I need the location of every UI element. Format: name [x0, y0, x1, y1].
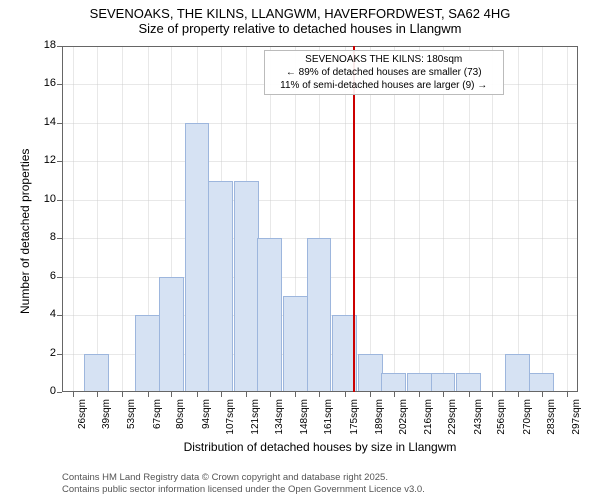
y-axis-label: Number of detached properties	[18, 149, 32, 314]
x-tick-mark	[221, 392, 222, 397]
y-tick-label: 4	[32, 308, 56, 320]
y-tick-label: 6	[32, 270, 56, 282]
chart-container: SEVENOAKS, THE KILNS, LLANGWM, HAVERFORD…	[0, 0, 600, 500]
footer-attribution: Contains HM Land Registry data © Crown c…	[62, 472, 425, 496]
y-tick-label: 16	[32, 77, 56, 89]
x-tick-mark	[345, 392, 346, 397]
y-tick-label: 2	[32, 347, 56, 359]
x-axis-label: Distribution of detached houses by size …	[62, 440, 578, 454]
title-block: SEVENOAKS, THE KILNS, LLANGWM, HAVERFORD…	[0, 0, 600, 36]
x-tick-mark	[469, 392, 470, 397]
info-box: SEVENOAKS THE KILNS: 180sqm← 89% of deta…	[264, 50, 504, 95]
footer-line2: Contains public sector information licen…	[62, 484, 425, 496]
info-box-line2: ← 89% of detached houses are smaller (73…	[269, 66, 499, 79]
reference-line	[353, 46, 355, 392]
info-box-line3: 11% of semi-detached houses are larger (…	[269, 79, 499, 92]
plot-frame	[62, 46, 578, 392]
y-tick-label: 0	[32, 385, 56, 397]
x-tick-mark	[270, 392, 271, 397]
x-tick-mark	[518, 392, 519, 397]
x-tick-mark	[370, 392, 371, 397]
x-tick-mark	[443, 392, 444, 397]
x-tick-mark	[492, 392, 493, 397]
x-tick-mark	[122, 392, 123, 397]
x-tick-mark	[148, 392, 149, 397]
y-tick-mark	[57, 392, 62, 393]
x-tick-mark	[171, 392, 172, 397]
y-tick-label: 18	[32, 39, 56, 51]
info-box-line1: SEVENOAKS THE KILNS: 180sqm	[269, 53, 499, 66]
y-tick-label: 10	[32, 193, 56, 205]
chart-title-line2: Size of property relative to detached ho…	[0, 21, 600, 36]
chart-title-line1: SEVENOAKS, THE KILNS, LLANGWM, HAVERFORD…	[0, 6, 600, 21]
y-tick-label: 8	[32, 231, 56, 243]
x-tick-mark	[394, 392, 395, 397]
x-tick-mark	[73, 392, 74, 397]
x-tick-mark	[319, 392, 320, 397]
x-tick-mark	[542, 392, 543, 397]
x-tick-mark	[567, 392, 568, 397]
x-tick-mark	[97, 392, 98, 397]
x-tick-mark	[419, 392, 420, 397]
x-tick-mark	[197, 392, 198, 397]
y-tick-label: 12	[32, 154, 56, 166]
x-tick-mark	[295, 392, 296, 397]
y-tick-label: 14	[32, 116, 56, 128]
footer-line1: Contains HM Land Registry data © Crown c…	[62, 472, 425, 484]
x-tick-mark	[246, 392, 247, 397]
